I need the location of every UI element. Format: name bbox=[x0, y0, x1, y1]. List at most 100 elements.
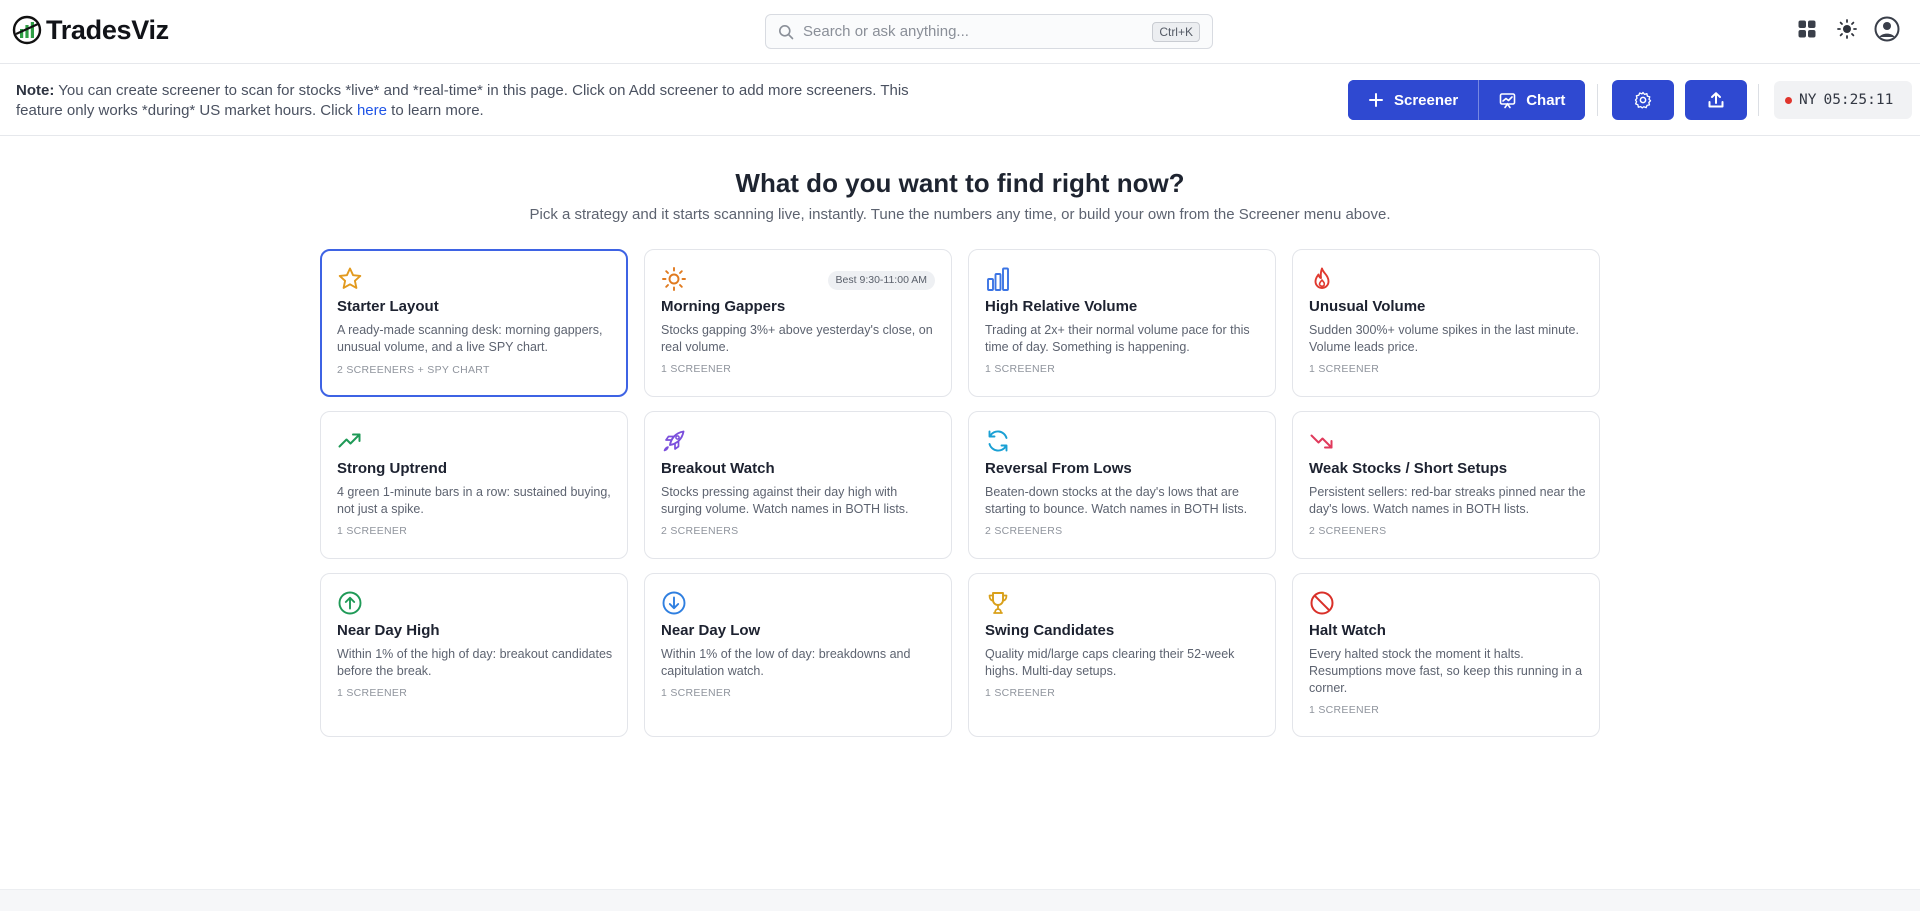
search-input[interactable] bbox=[803, 23, 1143, 40]
button-separator bbox=[1478, 80, 1480, 120]
page-subtitle: Pick a strategy and it starts scanning l… bbox=[529, 206, 1391, 223]
clock-time: 05:25:11 bbox=[1823, 92, 1894, 108]
card-title: Halt Watch bbox=[1309, 622, 1386, 639]
app-logo[interactable]: TradesViz bbox=[12, 14, 169, 46]
card-meta: 2 SCREENERS bbox=[985, 525, 1063, 537]
topbar-actions bbox=[1794, 16, 1900, 42]
global-search[interactable]: Ctrl+K bbox=[765, 14, 1213, 49]
card-meta: 1 SCREENER bbox=[1309, 363, 1380, 375]
card-title: High Relative Volume bbox=[985, 298, 1138, 315]
card-description: Sudden 300%+ volume spikes in the last m… bbox=[1309, 323, 1579, 354]
card-meta: 2 SCREENERS bbox=[661, 525, 739, 537]
card-description: Beaten-down stocks at the day's lows tha… bbox=[985, 485, 1248, 516]
settings-button[interactable] bbox=[1612, 80, 1674, 120]
card-meta: 1 SCREENER bbox=[661, 363, 732, 375]
card-title: Morning Gappers bbox=[661, 298, 786, 315]
learn-more-link[interactable]: here bbox=[356, 102, 387, 119]
add-chart-label: Chart bbox=[1526, 91, 1566, 109]
toolbar-divider bbox=[1758, 84, 1759, 116]
bar-chart-icon bbox=[987, 267, 1009, 291]
add-screener-label: Screener bbox=[1394, 91, 1459, 109]
card-description: Trading at 2x+ their normal volume pace … bbox=[985, 323, 1250, 354]
upload-icon bbox=[1708, 92, 1724, 108]
card-description: Within 1% of the low of day: breakdowns … bbox=[661, 647, 911, 678]
apps-grid-icon[interactable] bbox=[1794, 16, 1820, 42]
export-button[interactable] bbox=[1685, 80, 1747, 120]
card-title: Strong Uptrend bbox=[337, 460, 447, 477]
add-screener-button[interactable]: Screener bbox=[1348, 80, 1479, 120]
card-title: Near Day High bbox=[337, 622, 440, 639]
user-account-icon[interactable] bbox=[1874, 16, 1900, 42]
add-chart-button[interactable]: Chart bbox=[1479, 80, 1586, 120]
chart-presentation-icon bbox=[1499, 92, 1516, 108]
refresh-icon bbox=[988, 430, 1008, 452]
search-shortcut-hint: Ctrl+K bbox=[1152, 22, 1200, 42]
top-navbar: TradesViz Ctrl+K bbox=[0, 0, 1920, 64]
rocket-icon bbox=[663, 430, 685, 452]
card-meta: 1 SCREENER bbox=[985, 363, 1056, 375]
strategy-card-strong-uptrend[interactable]: Strong Uptrend 4 green 1-minute bars in … bbox=[320, 411, 628, 559]
theme-sun-icon[interactable] bbox=[1834, 16, 1860, 42]
trending-up-icon bbox=[338, 433, 361, 448]
card-meta: 1 SCREENER bbox=[337, 525, 408, 537]
card-meta: 2 SCREENERS bbox=[1309, 525, 1387, 537]
card-title: Starter Layout bbox=[337, 298, 439, 315]
market-clock: NY 05:25:11 bbox=[1774, 81, 1912, 119]
card-description: Every halted stock the moment it halts. … bbox=[1309, 647, 1583, 695]
card-description: Stocks pressing against their day high w… bbox=[661, 485, 909, 516]
clock-timezone: NY bbox=[1799, 92, 1817, 108]
screener-note: Note: You can create screener to scan fo… bbox=[16, 81, 936, 121]
card-description: Within 1% of the high of day: breakout c… bbox=[337, 647, 613, 678]
app-name: TradesViz bbox=[46, 14, 169, 45]
card-title: Unusual Volume bbox=[1309, 298, 1426, 315]
strategy-card-swing-candidates[interactable]: Swing Candidates Quality mid/large caps … bbox=[968, 573, 1276, 737]
strategy-card-unusual-volume[interactable]: Unusual Volume Sudden 300%+ volume spike… bbox=[1292, 249, 1600, 397]
add-button-group: Screener Chart bbox=[1348, 80, 1586, 120]
page-title: What do you want to find right now? bbox=[735, 168, 1185, 198]
arrow-up-circle-icon bbox=[338, 591, 362, 615]
card-meta: 1 SCREENER bbox=[661, 687, 732, 699]
card-description: Quality mid/large caps clearing their 52… bbox=[985, 647, 1235, 678]
logo-icon bbox=[12, 15, 42, 45]
card-title: Weak Stocks / Short Setups bbox=[1309, 460, 1508, 477]
card-description: Persistent sellers: red-bar streaks pinn… bbox=[1309, 485, 1586, 516]
sun-icon bbox=[662, 267, 686, 291]
trophy-icon bbox=[988, 592, 1008, 614]
info-notebar: Note: You can create screener to scan fo… bbox=[0, 64, 1920, 136]
strategy-card-halt-watch[interactable]: Halt Watch Every halted stock the moment… bbox=[1292, 573, 1600, 737]
strategy-card-near-day-low[interactable]: Near Day Low Within 1% of the low of day… bbox=[644, 573, 952, 737]
strategy-card-morning-gappers[interactable]: Best 9:30-11:00 AM Morning Gappers Stock… bbox=[644, 249, 952, 397]
strategy-card-high-relative-volume[interactable]: High Relative Volume Trading at 2x+ thei… bbox=[968, 249, 1276, 397]
trending-down-icon bbox=[1310, 434, 1333, 449]
gear-icon bbox=[1634, 91, 1652, 109]
card-meta: 1 SCREENER bbox=[337, 687, 408, 699]
card-title: Reversal From Lows bbox=[985, 460, 1132, 477]
card-meta: 1 SCREENER bbox=[1309, 704, 1380, 716]
strategy-card-reversal-from-lows[interactable]: Reversal From Lows Beaten-down stocks at… bbox=[968, 411, 1276, 559]
strategy-card-breakout-watch[interactable]: Breakout Watch Stocks pressing against t… bbox=[644, 411, 952, 559]
card-title: Near Day Low bbox=[661, 622, 761, 639]
card-meta: 1 SCREENER bbox=[985, 687, 1056, 699]
plus-icon bbox=[1369, 93, 1383, 107]
card-description: Stocks gapping 3%+ above yesterday's clo… bbox=[661, 323, 933, 354]
arrow-down-circle-icon bbox=[662, 591, 686, 615]
best-time-badge: Best 9:30-11:00 AM bbox=[827, 271, 935, 290]
note-text-before-link: You can create screener to scan for stoc… bbox=[16, 82, 909, 119]
toolbar-divider bbox=[1597, 84, 1598, 116]
note-text-after-link: to learn more. bbox=[387, 102, 484, 119]
strategy-card-starter-layout[interactable]: Starter Layout A ready-made scanning des… bbox=[320, 249, 628, 397]
note-label: Note: bbox=[16, 82, 55, 99]
card-description: A ready-made scanning desk: morning gapp… bbox=[337, 323, 603, 354]
page-footer-band bbox=[0, 889, 1920, 911]
strategy-card-weak-stocks[interactable]: Weak Stocks / Short Setups Persistent se… bbox=[1292, 411, 1600, 559]
card-description: 4 green 1-minute bars in a row: sustaine… bbox=[337, 485, 611, 516]
card-meta: 2 SCREENERS + SPY CHART bbox=[337, 364, 490, 376]
star-icon bbox=[338, 267, 362, 289]
card-title: Swing Candidates bbox=[985, 622, 1115, 639]
ban-icon bbox=[1310, 591, 1334, 615]
search-icon bbox=[779, 24, 794, 39]
live-status-dot bbox=[1785, 96, 1792, 104]
card-title: Breakout Watch bbox=[661, 460, 775, 477]
strategy-card-near-day-high[interactable]: Near Day High Within 1% of the high of d… bbox=[320, 573, 628, 737]
flame-icon bbox=[1314, 267, 1330, 289]
